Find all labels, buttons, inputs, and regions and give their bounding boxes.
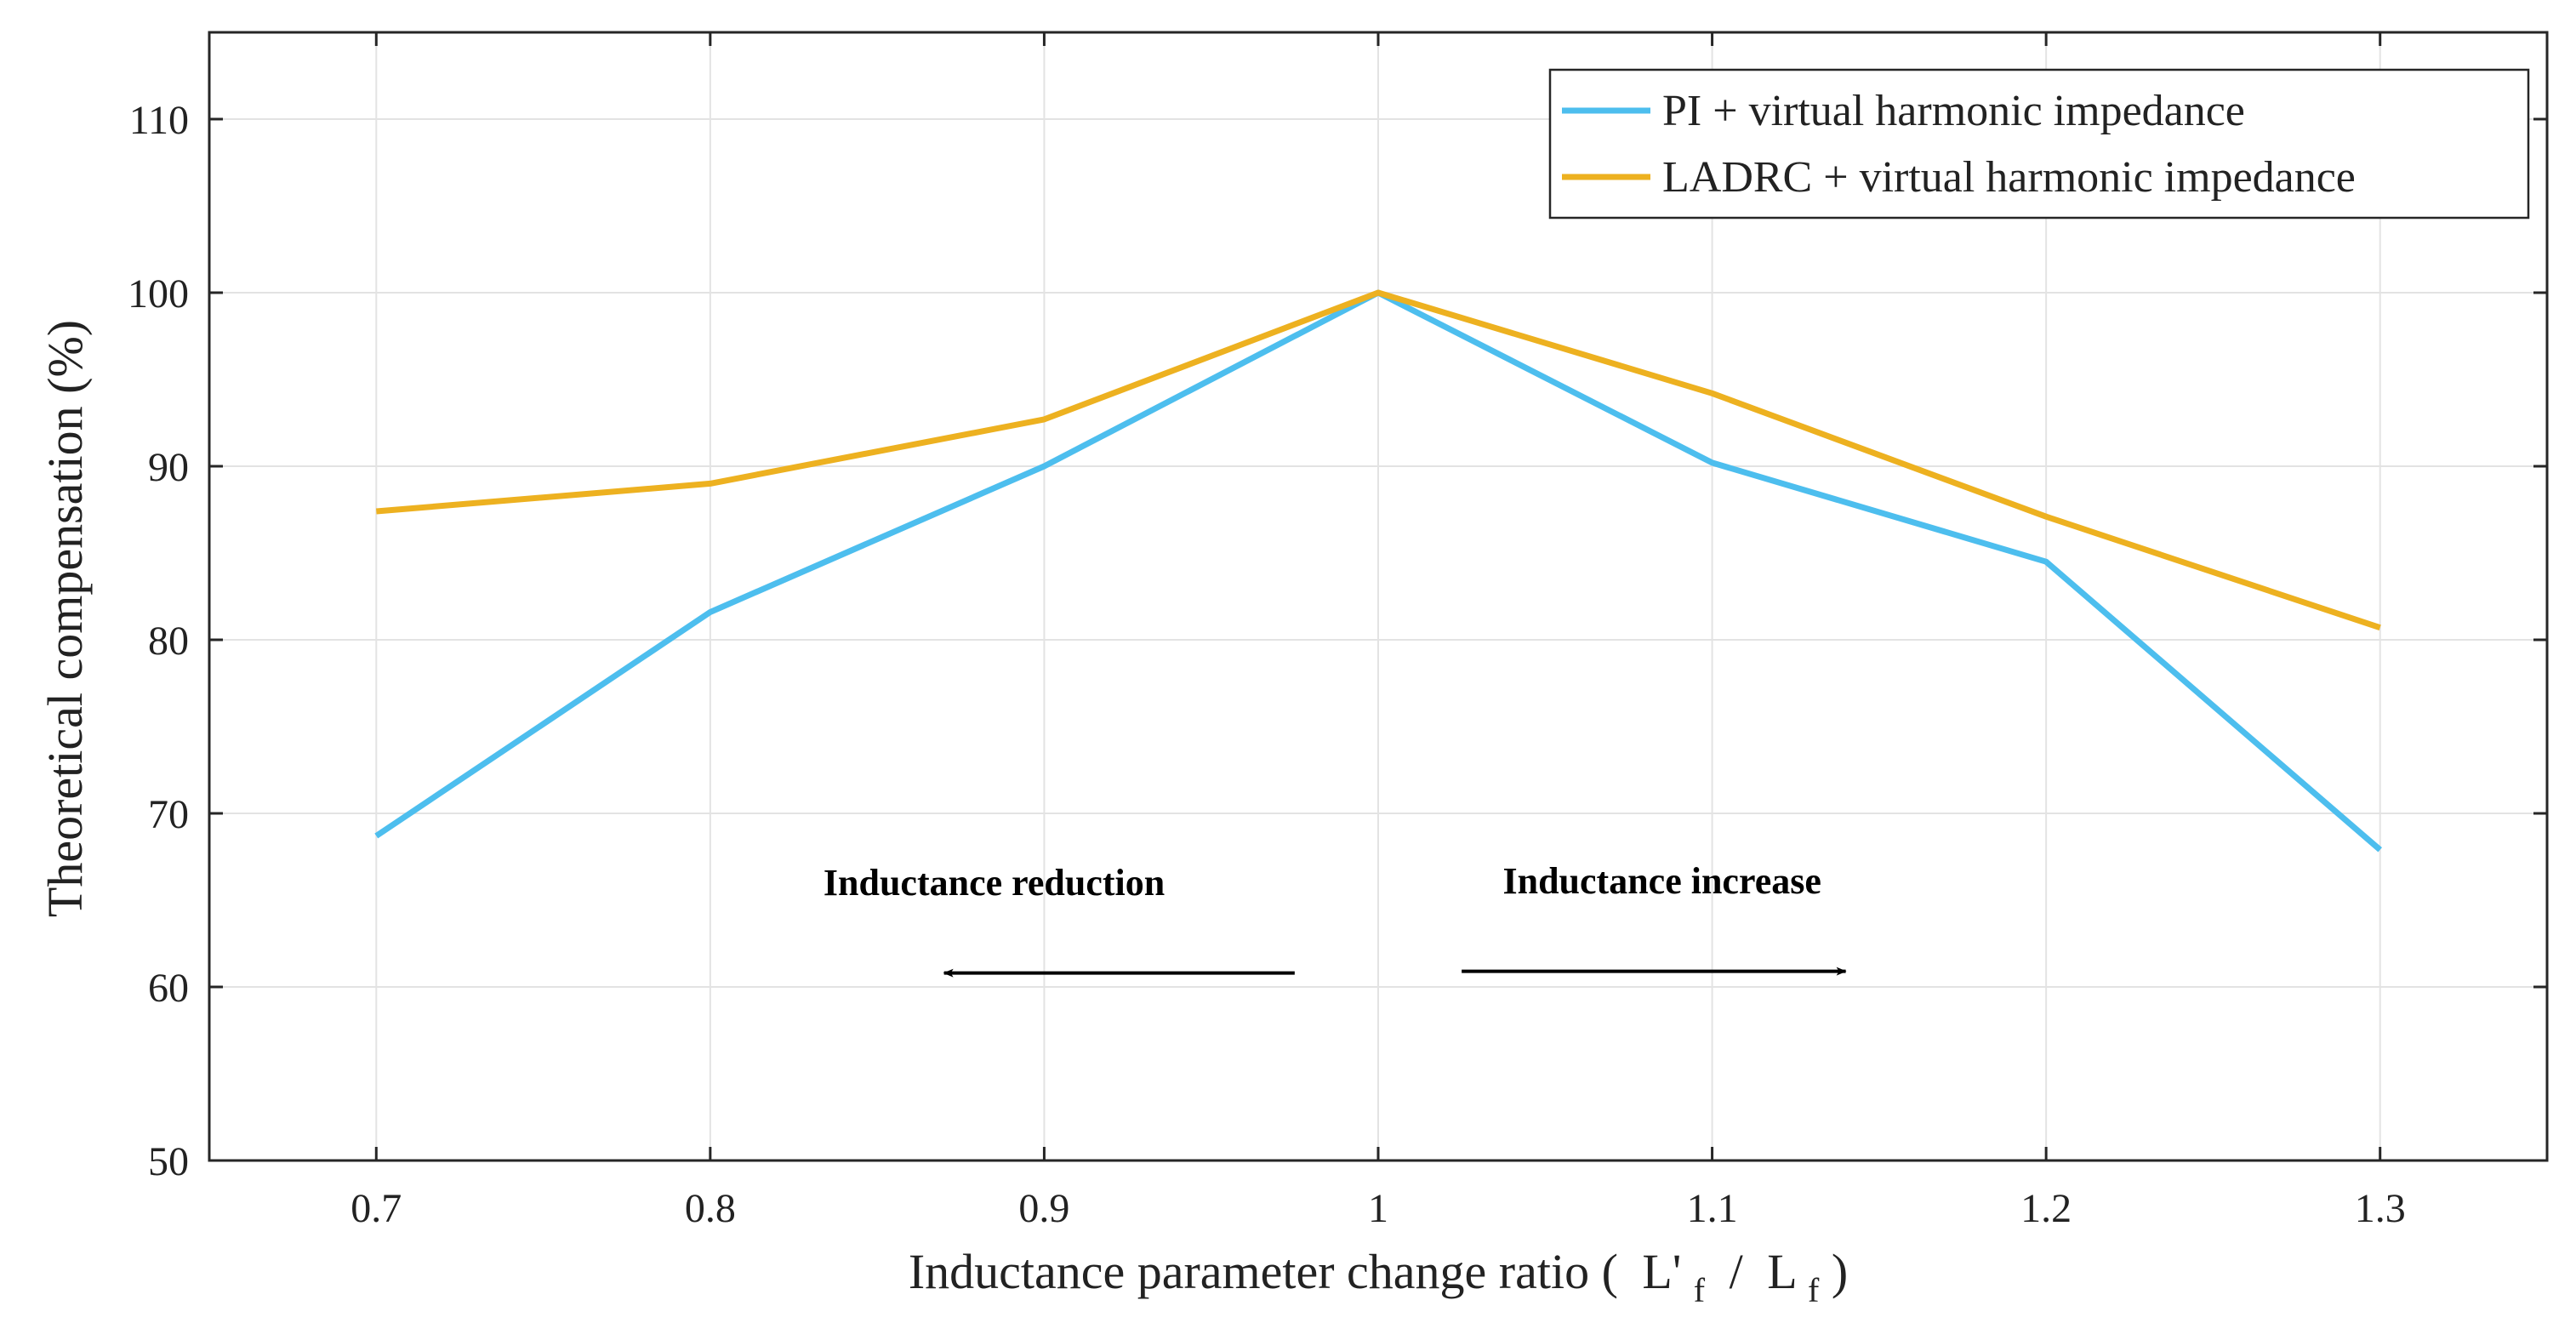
axis-ticks: 0.7 0.8 0.9 1 1.1 1.2 1.3 50 60 70 80 90 100 110 [128,32,2547,1231]
x-axis-label: Inductance parameter change ratio ( L' f… [909,1244,1848,1313]
y-tick-label: 70 [148,792,189,837]
x-axis-label-numerator-subscript: f [1694,1271,1706,1309]
annotation-label-1: Inductance reduction [824,862,1165,904]
legend-box [1548,68,2530,220]
x-axis-label-denominator: L [1767,1244,1795,1299]
x-tick-label: 1.2 [2020,1186,2072,1231]
x-tick-label: 1.1 [1687,1186,1738,1231]
x-axis-label-text: Inductance parameter change ratio ( [909,1244,1618,1299]
x-tick-label: 1 [1368,1186,1388,1231]
y-tick-label: 60 [148,966,189,1011]
x-axis-label-close: ) [1832,1244,1848,1299]
y-tick-label: 110 [129,98,189,143]
legend-label-1: PI + virtual harmonic impedance [1662,87,2245,135]
legend-label-2: LADRC + virtual harmonic impedance [1662,153,2356,202]
y-tick-label: 50 [148,1139,189,1184]
y-tick-label: 90 [148,445,189,490]
x-axis-label-slash: / [1730,1244,1744,1299]
x-tick-label: 0.8 [685,1186,736,1231]
y-tick-label: 80 [148,619,189,664]
legend: PI + virtual harmonic impedance LADRC + v… [1548,68,2530,220]
y-axis-label: Theoretical compensation (%) [37,320,93,917]
x-tick-label: 0.9 [1018,1186,1069,1231]
x-axis-label-numerator: L' [1642,1244,1681,1299]
x-tick-label: 1.3 [2355,1186,2406,1231]
series-line-2 [376,289,2381,631]
y-tick-label: 100 [128,271,189,316]
annotation-label-2: Inductance increase [1502,860,1821,902]
series-lines [374,289,2382,853]
x-tick-label: 0.7 [350,1186,402,1231]
x-axis-label-denominator-subscript: f [1808,1271,1820,1309]
annotations: Inductance reduction Inductance increase [824,860,1847,978]
